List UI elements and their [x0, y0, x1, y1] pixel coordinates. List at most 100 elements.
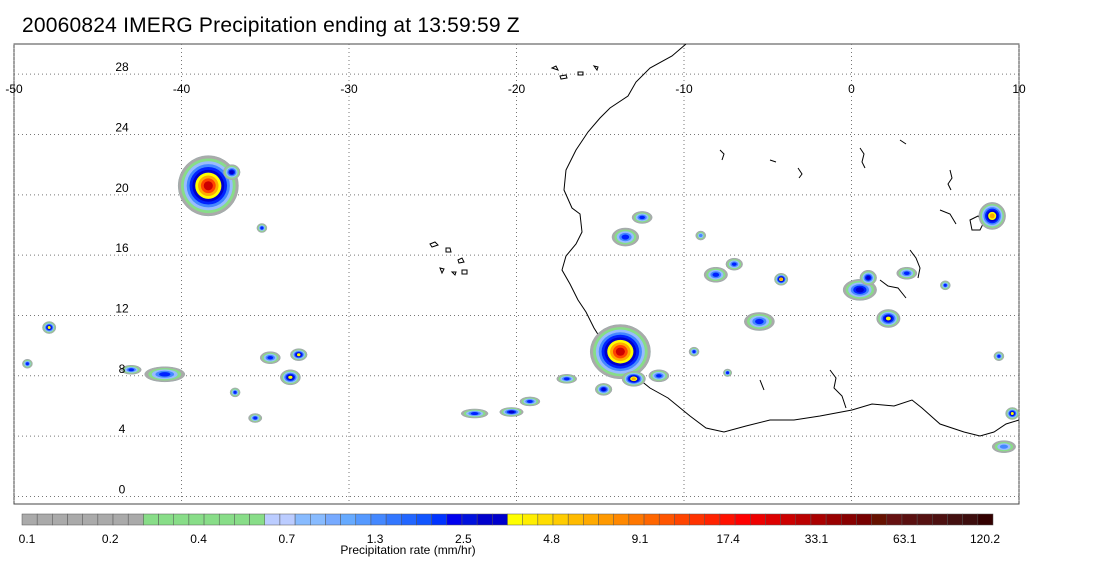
lon-tick-label: -30 [340, 82, 358, 96]
colorbar-tick-label: 1.3 [367, 532, 384, 546]
precip-cell [896, 266, 918, 280]
colorbar-swatch [370, 513, 387, 526]
lake-chad [969, 215, 985, 231]
precip-cell [978, 202, 1006, 230]
precip-cell [22, 358, 33, 369]
lat-tick-label: 28 [115, 60, 129, 74]
precip-cell [594, 383, 613, 396]
colorbar-swatch [567, 513, 584, 526]
colorbar-tick-label: 4.8 [543, 532, 560, 546]
colorbar-swatch [52, 513, 68, 526]
colorbar-swatch [962, 513, 979, 526]
colorbar-swatch [856, 513, 872, 526]
lat-tick-label: 0 [119, 482, 126, 496]
colorbar-swatch [750, 513, 766, 526]
precip-cell [589, 324, 651, 380]
colorbar-swatch [158, 513, 174, 526]
colorbar-swatch [310, 513, 326, 526]
colorbar-swatch [583, 513, 599, 526]
precip-cell [499, 407, 524, 417]
precip-cell [993, 351, 1005, 361]
precip-cell [229, 387, 241, 398]
precip-cell [280, 369, 301, 386]
colorbar-swatch [355, 513, 372, 526]
colorbar-tick-label: 9.1 [632, 532, 649, 546]
colorbar-swatch [977, 513, 994, 526]
precip-cell [248, 413, 263, 423]
colorbar-swatch [401, 513, 417, 526]
colorbar-swatch [932, 513, 948, 526]
precip-cell [723, 368, 732, 377]
precip-cell [290, 348, 308, 361]
lat-tick-label: 24 [115, 120, 129, 134]
colorbar-swatch [36, 513, 53, 526]
precip-cell [648, 369, 670, 383]
grid-lines [13, 44, 1020, 504]
colorbar-tick-label: 2.5 [455, 532, 472, 546]
colorbar-swatch [279, 513, 296, 526]
colorbar-swatch [643, 513, 660, 526]
colorbar-swatch [628, 513, 645, 526]
colorbar-swatch [173, 513, 190, 526]
precip-cell [695, 230, 707, 241]
colorbar-swatch [916, 513, 933, 526]
lon-tick-label: 10 [1012, 82, 1026, 96]
precip-cell [725, 257, 743, 271]
colorbar-swatch [507, 513, 523, 526]
colorbar-swatch [143, 513, 159, 526]
colorbar-swatch [674, 513, 690, 526]
colorbar-swatch [537, 513, 554, 526]
colorbar-swatch [522, 513, 539, 526]
colorbar-tick-label: 63.1 [893, 532, 917, 546]
colorbar-swatch [492, 513, 508, 526]
colorbar-swatch [203, 513, 220, 526]
colorbar-swatch [689, 513, 705, 526]
colorbar-swatch [249, 513, 265, 526]
colorbar-swatch [780, 513, 797, 526]
colorbar-swatch [67, 513, 83, 526]
precip-cell [42, 321, 57, 334]
colorbar-swatch [21, 513, 38, 526]
lon-tick-label: -40 [173, 82, 191, 96]
colorbar-swatch [127, 513, 144, 526]
latitude-labels: 28 24 20 16 12 8 4 0 [115, 60, 129, 496]
precip-cell [744, 312, 775, 331]
colorbar-swatch [871, 513, 888, 526]
lat-tick-label: 4 [119, 422, 126, 436]
colorbar-swatch [97, 513, 114, 526]
precip-cell [991, 440, 1016, 453]
colorbar-swatch [264, 513, 281, 526]
lon-tick-label: 0 [848, 82, 855, 96]
precip-cell [859, 269, 877, 286]
colorbar-swatch [734, 513, 751, 526]
colorbar-swatch [886, 513, 903, 526]
precip-cell [120, 364, 142, 375]
colorbar-label: Precipitation rate (mm/hr) [340, 543, 475, 557]
precip-cell [774, 272, 789, 286]
lon-tick-label: -50 [5, 82, 23, 96]
colorbar-swatch [461, 513, 478, 526]
longitude-labels: -50 -40 -30 -20 -10 0 10 [5, 82, 1026, 96]
lat-tick-label: 12 [115, 301, 129, 315]
lon-tick-label: -10 [675, 82, 693, 96]
colorbar-swatch [112, 513, 129, 526]
colorbar-tick-label: 17.4 [717, 532, 741, 546]
colorbar-swatch [218, 513, 235, 526]
precipitation-cells [22, 155, 1019, 453]
colorbar-tick-label: 0.4 [190, 532, 207, 546]
precip-cell [256, 223, 268, 233]
colorbar-swatch [385, 513, 402, 526]
colorbar-swatch [188, 513, 205, 526]
colorbar-swatch [431, 513, 448, 526]
colorbar-tick-label: 33.1 [805, 532, 829, 546]
lon-tick-label: -20 [508, 82, 526, 96]
colorbar-swatch [476, 513, 493, 526]
colorbar-swatch [598, 513, 614, 526]
colorbar-swatch [810, 513, 827, 526]
colorbar-swatch [613, 513, 630, 526]
colorbar-swatch [825, 513, 842, 526]
colorbar-swatch [719, 513, 736, 526]
canary-islands [550, 65, 599, 80]
colorbar-swatch [765, 513, 781, 526]
